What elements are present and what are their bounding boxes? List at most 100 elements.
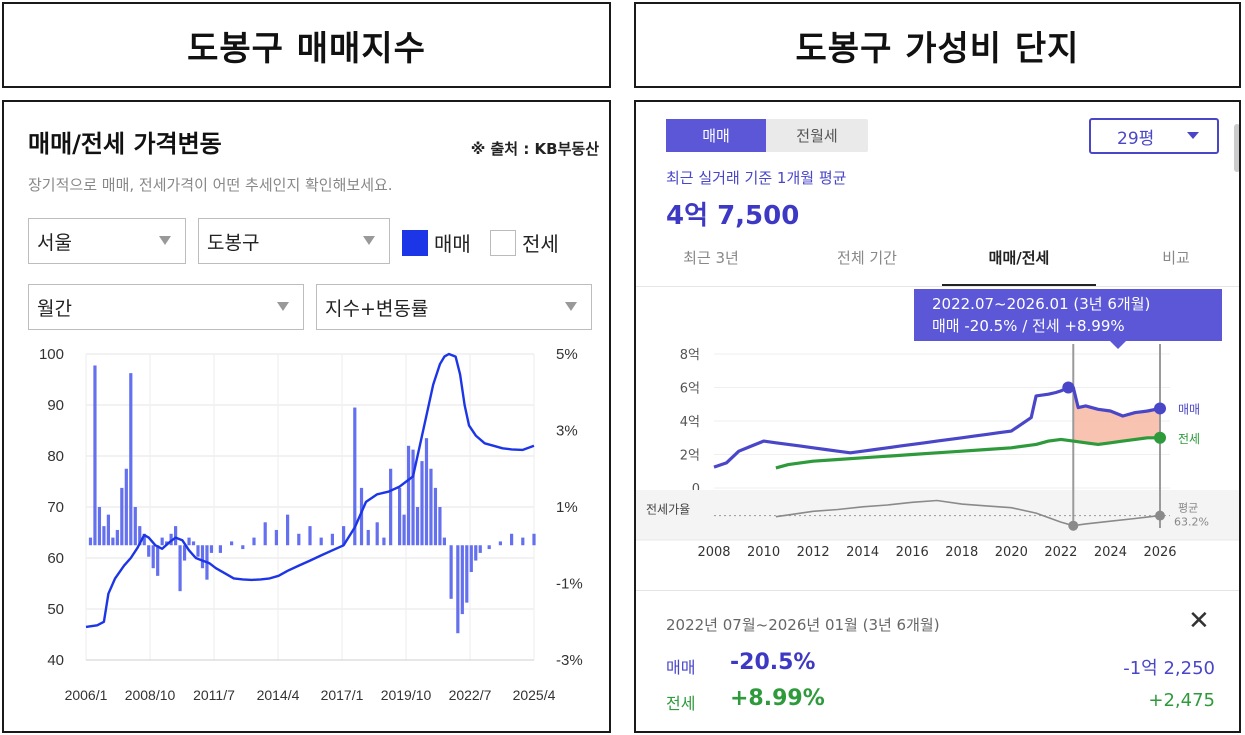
apartment-panel: 매매 전월세 29평 최근 실거래 기준 1개월 평균 4억 7,500 최근 …	[634, 100, 1241, 733]
change-rate-bar	[389, 468, 393, 546]
change-rate-bar	[487, 545, 491, 550]
sale-checkbox[interactable]: 매매	[402, 228, 471, 257]
sale-series-label: 매매	[1178, 402, 1200, 416]
toggle-sale[interactable]: 매매	[666, 119, 766, 152]
ratio-average-label: 평균	[1178, 502, 1198, 515]
kb-index-chart: 100 90 80 70 60 50 40 5% 3% 1% -1% -3% 2006/1 2008/10…	[39, 346, 583, 703]
price-caption: 최근 실거래 기준 1개월 평균	[666, 169, 847, 187]
change-rate-bar	[521, 537, 525, 546]
region-select[interactable]: 서울	[28, 218, 186, 264]
sale-index-line	[85, 352, 535, 629]
y-tick-label: 6억	[680, 382, 700, 397]
district-select-value: 도봉구	[207, 231, 260, 254]
change-rate-bar	[433, 487, 438, 546]
district-select[interactable]: 도봉구	[198, 218, 390, 264]
change-rate-bar	[120, 487, 124, 546]
change-rate-bar	[308, 526, 312, 546]
change-rate-bar	[498, 541, 502, 546]
y-left-tick-label: 90	[47, 397, 64, 414]
summary-sale-pct: -20.5%	[730, 650, 816, 675]
trade-type-toggle: 매매 전월세	[666, 119, 868, 152]
change-rate-bar	[375, 522, 379, 546]
x-tick-label: 2020	[995, 545, 1028, 560]
change-rate-bar	[429, 468, 433, 546]
summary-jeonse-pct: +8.99%	[730, 686, 825, 711]
x-tick-label: 2014/4	[257, 687, 300, 703]
y-left-tick-label: 60	[47, 550, 64, 567]
chevron-down-icon	[565, 302, 577, 311]
change-rate-bar	[478, 545, 482, 553]
change-rate-bar	[469, 545, 473, 573]
tooltip-period: 2022.07~2026.01 (3년 6개월)	[932, 295, 1151, 313]
change-rate-bar	[115, 529, 119, 546]
change-rate-bar	[187, 537, 191, 546]
x-tick-label: 2008	[697, 545, 730, 560]
summary-divider	[636, 590, 1239, 591]
change-rate-bar	[200, 545, 205, 569]
change-rate-bar	[138, 526, 142, 546]
change-rate-bar	[456, 545, 460, 634]
x-tick-label: 2017/1	[321, 687, 364, 703]
checkbox-unchecked-icon	[490, 229, 516, 256]
y-right-tick-label: 5%	[556, 346, 578, 363]
change-rate-bar	[438, 507, 442, 546]
chevron-down-icon	[159, 236, 171, 245]
change-rate-bar	[382, 537, 386, 546]
mode-select[interactable]: 지수+변동률	[316, 284, 592, 330]
x-tick-label: 2019/10	[381, 687, 432, 703]
x-tick-label: 2010	[747, 545, 780, 560]
change-rate-bar	[442, 537, 446, 546]
x-tick-label: 2018	[945, 545, 978, 560]
change-rate-bar	[209, 545, 214, 553]
change-rate-bar	[411, 449, 415, 546]
tab-divider	[636, 286, 1239, 287]
left-header-title: 도봉구 매매지수	[187, 28, 426, 69]
period-select[interactable]: 월간	[28, 284, 304, 330]
ratio-end-marker	[1155, 510, 1165, 521]
toggle-rent[interactable]: 전월세	[796, 127, 838, 145]
change-rate-bar	[93, 365, 97, 546]
ratio-band	[636, 490, 1239, 540]
scrollbar-thumb[interactable]	[1234, 124, 1239, 172]
change-rate-bar	[330, 533, 334, 546]
kb-source-note: ※ 출처 : KB부동산	[470, 140, 599, 158]
y-right-tick-label: 3%	[556, 423, 578, 440]
jeonse-checkbox-label: 전세	[522, 232, 559, 256]
x-tick-label: 2022	[1044, 545, 1077, 560]
tab-all-period[interactable]: 전체 기간	[837, 249, 897, 267]
change-rate-bar	[366, 529, 370, 546]
chart-tooltip: 2022.07~2026.01 (3년 6개월) 매매 -20.5% / 전세 …	[914, 289, 1222, 349]
change-rate-bar	[319, 537, 323, 546]
jeonse-checkbox[interactable]: 전세	[490, 228, 559, 257]
change-rate-bar	[424, 438, 429, 546]
jeonse-series-label: 전세	[1178, 432, 1200, 446]
jeonse-line	[775, 436, 1160, 470]
sale-checkbox-label: 매매	[434, 232, 471, 256]
size-select[interactable]: 29평	[1089, 118, 1219, 154]
tab-sale-jeonse[interactable]: 매매/전세	[988, 249, 1050, 267]
change-rate-bar	[151, 545, 155, 569]
change-rate-bar	[415, 507, 420, 546]
change-rate-bar	[263, 522, 267, 546]
change-rate-bar	[510, 533, 514, 546]
ratio-axis-label: 전세가율	[646, 503, 690, 517]
tooltip-change: 매매 -20.5% / 전세 +8.99%	[932, 317, 1125, 335]
tab-recent-3y[interactable]: 최근 3년	[683, 249, 739, 267]
y-right-tick-label: 1%	[556, 499, 578, 516]
y-left-tick-label: 70	[47, 499, 64, 516]
x-tick-label: 2011/7	[193, 687, 235, 703]
kb-price-panel: 매매/전세 가격변동 ※ 출처 : KB부동산 장기적으로 매매, 전세가격이 …	[2, 100, 611, 733]
y-tick-label: 2억	[680, 449, 700, 464]
period-select-value: 월간	[37, 297, 72, 320]
summary-sale-label: 매매	[666, 658, 696, 677]
sale-line	[713, 385, 1161, 469]
x-tick-label: 2024	[1094, 545, 1127, 560]
change-rate-bar	[124, 468, 128, 546]
tab-compare[interactable]: 비교	[1162, 249, 1190, 267]
average-price: 4억 7,500	[666, 201, 800, 231]
close-icon[interactable]: ✕	[1188, 606, 1210, 636]
change-rate-bar	[191, 541, 196, 546]
change-rate-bar	[359, 487, 364, 546]
change-rate-bar	[106, 514, 110, 546]
